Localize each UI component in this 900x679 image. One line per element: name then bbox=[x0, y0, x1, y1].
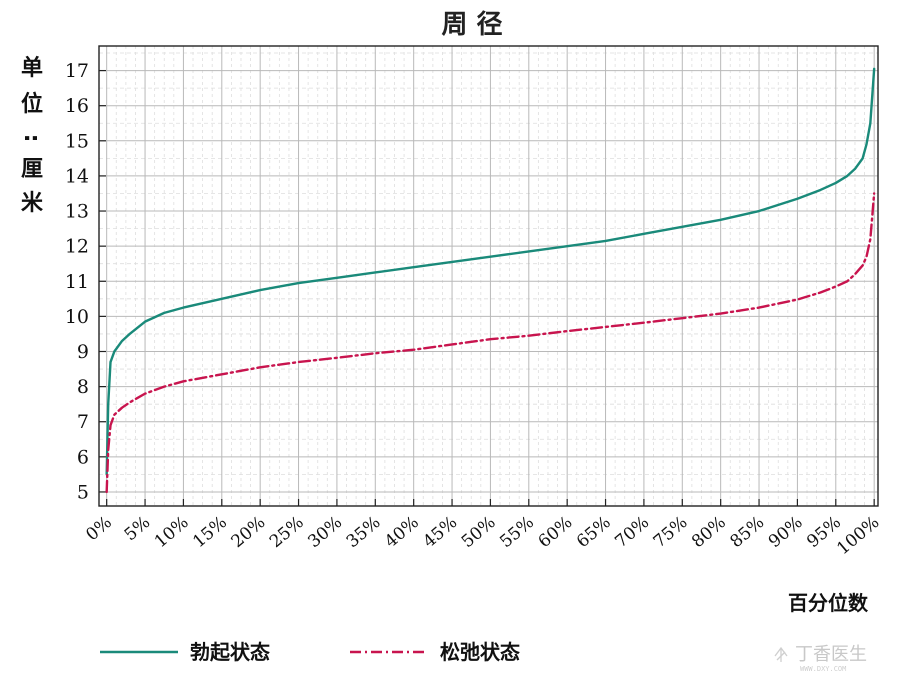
plot-frame bbox=[98, 45, 879, 507]
x-tick-label: 35% bbox=[343, 513, 385, 553]
y-axis-label: 单位: 厘米 bbox=[19, 56, 44, 216]
grid-major bbox=[99, 46, 878, 506]
x-tick-label: 25% bbox=[266, 513, 308, 553]
y-tick-label: 8 bbox=[77, 376, 89, 398]
y-tick-label: 6 bbox=[77, 446, 89, 468]
y-tick-label: 15 bbox=[65, 130, 89, 152]
y-axis-label-char: 单 bbox=[21, 56, 43, 81]
x-tick-label: 90% bbox=[765, 513, 807, 553]
series-lines bbox=[105, 67, 876, 494]
y-axis-label-char: 米 bbox=[21, 191, 44, 216]
x-tick-label: 65% bbox=[573, 513, 615, 553]
chart-title: 周 径 bbox=[441, 10, 502, 40]
watermark: 丁香医生 WWW.DXY.COM bbox=[774, 644, 867, 673]
y-axis-label-char: 位 bbox=[21, 91, 43, 117]
y-axis-label-char: : bbox=[19, 134, 44, 143]
y-tick-label: 16 bbox=[65, 95, 89, 117]
y-tick-label: 12 bbox=[65, 236, 89, 258]
x-tick-label: 30% bbox=[304, 513, 346, 553]
grid-minor bbox=[99, 46, 878, 506]
x-axis-label: 百分位数 bbox=[788, 591, 869, 615]
y-tick-label: 14 bbox=[65, 165, 89, 187]
x-tick-label: 85% bbox=[726, 513, 768, 553]
legend-label-erect: 勃起状态 bbox=[190, 640, 270, 664]
x-tick-label: 10% bbox=[151, 513, 193, 553]
series-line-erect bbox=[105, 67, 876, 476]
x-tick-label: 60% bbox=[535, 513, 577, 553]
x-tick-label: 70% bbox=[611, 513, 653, 553]
watermark-logo-icon bbox=[774, 646, 788, 662]
y-tick-label: 7 bbox=[77, 411, 89, 433]
y-tick-label: 11 bbox=[65, 271, 89, 293]
x-tick-label: 0% bbox=[82, 513, 116, 546]
x-tick-label: 50% bbox=[458, 513, 500, 553]
y-tick-label: 17 bbox=[65, 60, 89, 82]
x-tick-label: 80% bbox=[688, 513, 730, 553]
watermark-subtext: WWW.DXY.COM bbox=[800, 665, 846, 673]
y-tick-label: 13 bbox=[65, 201, 89, 223]
legend: 勃起状态 松弛状态 bbox=[100, 640, 520, 664]
y-axis-label-char: 厘 bbox=[21, 157, 43, 182]
legend-label-flaccid: 松弛状态 bbox=[440, 640, 520, 664]
x-tick-label: 55% bbox=[496, 513, 538, 553]
x-tick-label: 5% bbox=[121, 513, 155, 546]
y-axis-ticks: 5 6 7 8 9 10 11 12 13 14 15 16 17 bbox=[65, 60, 106, 503]
x-tick-label: 40% bbox=[381, 513, 423, 553]
y-tick-label: 5 bbox=[77, 481, 89, 503]
x-tick-label: 75% bbox=[650, 513, 692, 553]
x-tick-label: 100% bbox=[833, 513, 883, 560]
x-axis-ticks: 0% 5%10%15%20%25%30%35%40%45%50%55%60%65%… bbox=[82, 499, 883, 559]
y-tick-label: 10 bbox=[65, 306, 89, 328]
watermark-text: 丁香医生 bbox=[795, 644, 867, 665]
x-tick-label: 15% bbox=[189, 513, 231, 553]
y-tick-label: 9 bbox=[77, 341, 89, 363]
series-line-flaccid bbox=[105, 192, 876, 494]
x-tick-label: 45% bbox=[419, 513, 461, 553]
x-tick-label: 20% bbox=[228, 513, 270, 553]
